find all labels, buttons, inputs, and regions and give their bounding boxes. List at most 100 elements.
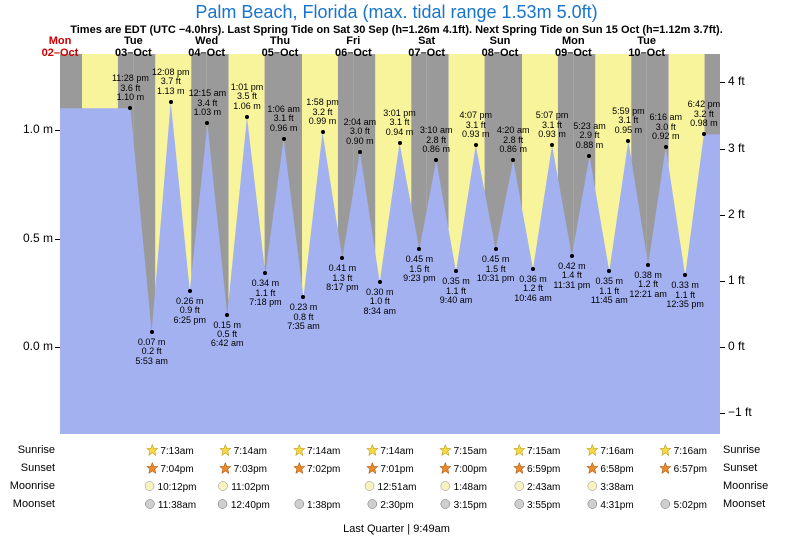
tide-point	[282, 137, 286, 141]
sunset-icon	[146, 462, 158, 477]
moonset-time: 12:40pm	[217, 498, 270, 513]
footer-row-label: Sunset	[723, 462, 778, 474]
footer-row-label: Sunrise	[723, 444, 778, 456]
axis-tick	[55, 239, 60, 240]
sunset-icon	[586, 462, 598, 477]
moon-phase-note: Last Quarter | 9:49am	[0, 523, 793, 535]
tide-point	[321, 130, 325, 134]
tide-point	[225, 313, 229, 317]
moonset-icon	[513, 498, 525, 513]
tide-point	[626, 139, 630, 143]
tide-point	[587, 154, 591, 158]
tide-point	[702, 132, 706, 136]
sunrise-time: 7:13am	[146, 444, 193, 459]
moonset-icon	[293, 498, 305, 513]
sunrise-time: 7:14am	[366, 444, 413, 459]
sunrise-time: 7:15am	[513, 444, 560, 459]
tide-point	[340, 256, 344, 260]
moonset-time: 2:30pm	[366, 498, 413, 513]
y-axis-right-label: 4 ft	[728, 74, 773, 88]
moonrise-time: 1:48am	[440, 480, 487, 495]
axis-tick	[720, 281, 725, 282]
moonrise-icon	[440, 480, 452, 495]
tide-point	[245, 115, 249, 119]
sunset-time: 6:57pm	[660, 462, 707, 477]
sunrise-icon	[440, 444, 452, 459]
sunrise-icon	[586, 444, 598, 459]
moonset-time: 5:02pm	[660, 498, 707, 513]
footer-row-label: Moonrise	[723, 480, 778, 492]
tide-point	[646, 263, 650, 267]
sunset-time: 7:00pm	[440, 462, 487, 477]
tide-point	[454, 269, 458, 273]
sunrise-icon	[513, 444, 525, 459]
moonrise-time: 2:43am	[513, 480, 560, 495]
moonrise-time: 10:12pm	[144, 480, 197, 495]
footer-row-label: Sunset	[5, 462, 55, 474]
tide-point	[378, 280, 382, 284]
sunrise-time: 7:14am	[220, 444, 267, 459]
axis-tick	[720, 149, 725, 150]
y-axis-right-label: 1 ft	[728, 273, 773, 287]
moonset-icon	[440, 498, 452, 513]
chart-title: Palm Beach, Florida (max. tidal range 1.…	[0, 2, 793, 23]
tide-point	[683, 273, 687, 277]
sunset-icon	[513, 462, 525, 477]
axis-tick	[720, 347, 725, 348]
tide-point	[417, 247, 421, 251]
footer-row-label: Moonrise	[5, 480, 55, 492]
sunset-time: 6:58pm	[586, 462, 633, 477]
sunrise-icon	[146, 444, 158, 459]
moonrise-icon	[513, 480, 525, 495]
sunset-icon	[220, 462, 232, 477]
tide-point	[169, 100, 173, 104]
sunrise-icon	[293, 444, 305, 459]
moonrise-time: 11:02pm	[217, 480, 269, 495]
chart-subtitle: Times are EDT (UTC −4.0hrs). Last Spring…	[0, 24, 793, 36]
y-axis-right-label: −1 ft	[728, 405, 773, 419]
moonset-icon	[144, 498, 156, 513]
sunrise-time: 7:16am	[660, 444, 707, 459]
sunset-time: 7:04pm	[146, 462, 193, 477]
sunrise-icon	[660, 444, 672, 459]
moonset-icon	[366, 498, 378, 513]
tide-curve-svg	[60, 54, 720, 434]
moonset-time: 3:55pm	[513, 498, 560, 513]
sunrise-time: 7:14am	[293, 444, 340, 459]
axis-tick	[720, 413, 725, 414]
tide-point	[358, 150, 362, 154]
day-label: Tue03–Oct	[103, 36, 163, 59]
sunset-icon	[366, 462, 378, 477]
footer-row-label: Moonset	[723, 498, 778, 510]
tide-point	[474, 143, 478, 147]
moonset-time: 11:38am	[144, 498, 196, 513]
day-label: Sat07–Oct	[397, 36, 457, 59]
day-label: Mon02–Oct	[30, 36, 90, 59]
day-label: Mon09–Oct	[543, 36, 603, 59]
tide-point	[494, 247, 498, 251]
sunrise-time: 7:15am	[440, 444, 487, 459]
day-label: Fri06–Oct	[323, 36, 383, 59]
moonset-time: 3:15pm	[440, 498, 487, 513]
tide-point	[263, 271, 267, 275]
tide-fill	[60, 102, 720, 434]
moonrise-icon	[217, 480, 229, 495]
y-axis-left-label: 1.0 m	[8, 122, 53, 136]
footer-row-label: Moonset	[5, 498, 55, 510]
moonrise-time: 3:38am	[586, 480, 633, 495]
y-axis-left-label: 0.0 m	[8, 339, 53, 353]
tide-point	[511, 158, 515, 162]
y-axis-right-label: 3 ft	[728, 141, 773, 155]
sunset-time: 6:59pm	[513, 462, 560, 477]
footer-row-label: Sunrise	[5, 444, 55, 456]
axis-tick	[55, 130, 60, 131]
tide-point	[301, 295, 305, 299]
moonrise-time: 12:51am	[364, 480, 417, 495]
tide-point	[128, 106, 132, 110]
y-axis-left-label: 0.5 m	[8, 231, 53, 245]
sunrise-time: 7:16am	[586, 444, 633, 459]
tide-point	[550, 143, 554, 147]
tide-point	[434, 158, 438, 162]
sunset-time: 7:01pm	[366, 462, 413, 477]
day-label: Sun08–Oct	[470, 36, 530, 59]
